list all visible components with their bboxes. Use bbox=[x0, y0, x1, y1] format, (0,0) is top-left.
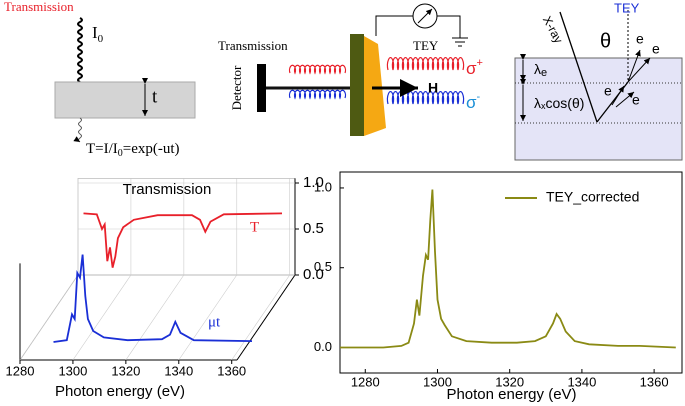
grid-line bbox=[19, 274, 79, 361]
coil-left-blue bbox=[288, 89, 347, 100]
electron-label: e bbox=[632, 92, 640, 108]
sigma-plus-sup: + bbox=[477, 57, 483, 69]
material bbox=[514, 57, 683, 161]
sigma-plus-s: σ bbox=[466, 59, 477, 78]
x-tick-label: 1300 bbox=[58, 363, 87, 378]
x-tick-label: 1320 bbox=[495, 374, 524, 389]
series-line bbox=[83, 212, 283, 268]
z-tick-label: 0.5 bbox=[303, 220, 324, 237]
x-tick-label: 1320 bbox=[111, 363, 140, 378]
field-label: H bbox=[428, 80, 438, 96]
electron-label: e bbox=[604, 83, 612, 99]
y-tick-label: 0.0 bbox=[314, 339, 332, 354]
beam-in bbox=[77, 17, 83, 83]
coil-right-red bbox=[386, 57, 465, 71]
xray-beam bbox=[559, 11, 598, 123]
beam-out bbox=[73, 117, 82, 143]
coil-right-blue bbox=[386, 91, 465, 105]
charts: 1280 1300 1320 1340 13601.00.50.0Transmissio… bbox=[6, 171, 683, 403]
wire bbox=[437, 15, 461, 38]
sigma-plus: σ+ bbox=[466, 57, 483, 79]
sample-edge bbox=[350, 34, 364, 136]
lambda-cos-x: x bbox=[541, 101, 546, 111]
grid-line bbox=[125, 274, 185, 361]
electron-arrow bbox=[627, 57, 651, 83]
sigma-minus: σ- bbox=[466, 91, 481, 113]
x-tick-label: 1280 bbox=[351, 374, 380, 389]
legend-label: TEY_corrected bbox=[546, 189, 639, 205]
electron-label: e bbox=[636, 31, 644, 47]
grid-line bbox=[178, 274, 238, 361]
y-tick-label: 0.5 bbox=[314, 259, 332, 274]
tey-setup-label: TEY bbox=[413, 38, 439, 53]
incident-i: I bbox=[92, 23, 98, 42]
z-tick-label: 0.0 bbox=[303, 266, 324, 283]
x-tick-label: 1360 bbox=[640, 374, 669, 389]
sample-face bbox=[364, 36, 386, 136]
x-axis-label: Photon energy (eV) bbox=[446, 386, 576, 403]
series-line bbox=[53, 254, 253, 343]
x-axis-label: Photon energy (eV) bbox=[55, 383, 185, 400]
formula: T=I/I0=exp(-ut) bbox=[86, 141, 180, 159]
detector bbox=[257, 64, 266, 112]
wire bbox=[375, 15, 413, 36]
sigma-minus-s: σ bbox=[466, 93, 477, 112]
lambda-e-l: λ bbox=[534, 61, 541, 77]
chart-title: Transmission bbox=[123, 181, 212, 198]
setup-schematic: Transmission Detector H σ+ σ- TEY bbox=[218, 3, 483, 136]
y-tick-label: 1.0 bbox=[314, 179, 332, 194]
series-label: μt bbox=[208, 314, 221, 330]
theta-label: θ bbox=[600, 30, 611, 52]
schematic-title: Transmission bbox=[4, 0, 74, 14]
floor bbox=[19, 274, 296, 361]
lambda-cos: λxcos(θ) bbox=[534, 95, 584, 112]
series-line bbox=[340, 189, 676, 349]
x-tick-label: 1300 bbox=[423, 374, 452, 389]
plot-frame bbox=[339, 171, 683, 374]
electron-label: e bbox=[652, 41, 660, 57]
ammeter-needle bbox=[417, 8, 433, 24]
sigma-minus-sup: - bbox=[477, 91, 481, 103]
formula-a: T=I/I bbox=[86, 141, 118, 157]
z-tick-label: 1.0 bbox=[303, 174, 324, 191]
formula-b: =exp(-ut) bbox=[123, 141, 180, 157]
sample-slab bbox=[54, 81, 196, 119]
electron-arrow bbox=[627, 49, 641, 83]
detector-label: Detector bbox=[229, 65, 244, 110]
tey-geometry-label: TEY bbox=[614, 0, 640, 15]
electron-arrow bbox=[611, 85, 625, 106]
lambda-cos-l: λ bbox=[534, 95, 541, 111]
thickness-label: t bbox=[152, 86, 158, 107]
x-tick-label: 1340 bbox=[164, 363, 193, 378]
x-tick-label: 1360 bbox=[217, 363, 246, 378]
grid-line bbox=[231, 274, 290, 361]
series-label: T bbox=[250, 219, 259, 235]
incident-sub: 0 bbox=[98, 33, 104, 45]
tey-geometry: X-ray TEY θ e e e e λe λxcos(θ) bbox=[514, 0, 683, 161]
axis-edge bbox=[236, 274, 296, 361]
electron-arrow bbox=[615, 91, 635, 108]
lambda-cos-r: cos(θ) bbox=[546, 95, 585, 111]
lambda-e-sub: e bbox=[541, 67, 547, 79]
x-tick-label: 1280 bbox=[6, 363, 35, 378]
x-tick-label: 1340 bbox=[567, 374, 596, 389]
formula-sub: 0 bbox=[118, 148, 123, 159]
transmission-schematic: Transmission I0 t T=I/I0=exp(-ut) bbox=[4, 0, 196, 159]
grid-line bbox=[72, 274, 132, 361]
lambda-e: λe bbox=[534, 61, 547, 79]
coil-left-red bbox=[288, 64, 347, 75]
incident-label: I0 bbox=[92, 23, 104, 45]
setup-transmission: Transmission bbox=[218, 38, 288, 53]
